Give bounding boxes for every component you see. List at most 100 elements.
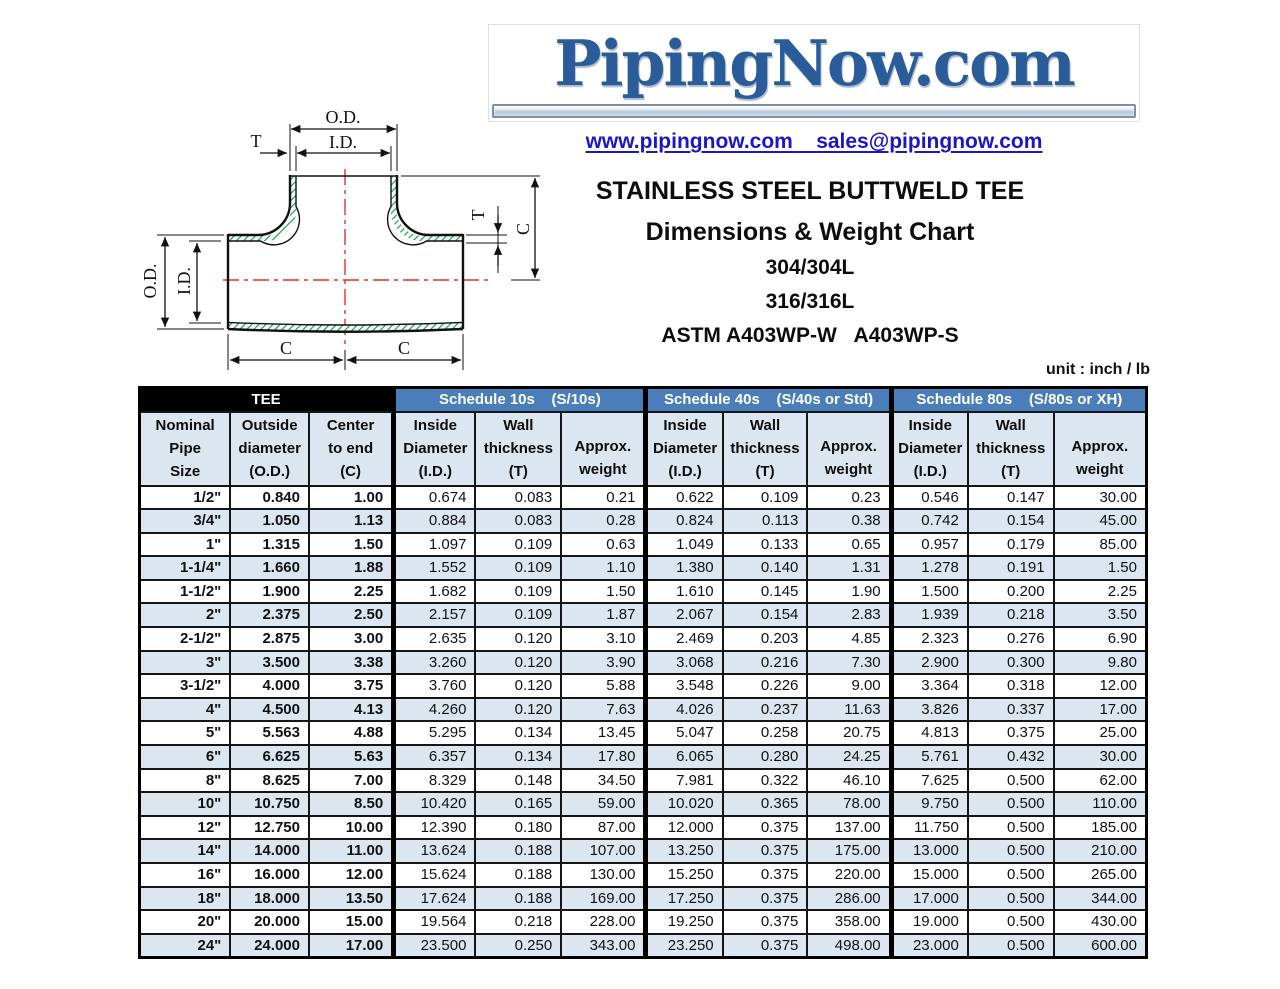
table-cell: 7.00 — [307, 767, 395, 794]
table-cell: 0.365 — [721, 791, 809, 817]
table-cell: 0.145 — [721, 578, 809, 605]
table-cell: 0.375 — [721, 838, 809, 864]
email-link[interactable]: sales@pipingnow.com — [816, 130, 1043, 153]
table-cell: 3/4" — [138, 508, 232, 534]
table-cell: 0.824 — [643, 508, 724, 534]
table-cell: 13.624 — [391, 838, 477, 864]
table-cell: 1.50 — [307, 531, 395, 558]
table-cell: 0.200 — [966, 578, 1055, 605]
table-cell: 4" — [138, 696, 232, 723]
table-cell: 8.329 — [391, 767, 477, 794]
table-row: 20" 20.000 15.00 19.564 0.218 228.00 19.250 0.3… — [138, 909, 1148, 935]
table-cell: 16.000 — [229, 862, 310, 888]
table-cell: 1.050 — [229, 508, 310, 534]
table-row: 18" 18.000 13.50 17.624 0.188 169.00 17.250 0.3… — [138, 885, 1148, 912]
table-cell: 0.322 — [721, 767, 809, 794]
table-cell: 3.364 — [888, 673, 969, 699]
tee-drawing-svg: O.D. I.D. T O.D. I.D. C T C C — [140, 107, 540, 370]
table-cell: 13.250 — [643, 838, 724, 864]
table-cell: 0.120 — [474, 673, 563, 699]
table-cell: 6.357 — [391, 744, 477, 770]
table-cell: 24.000 — [229, 932, 310, 959]
table-cell: 30.00 — [1052, 484, 1148, 511]
table-group-header-row: TEE Schedule 10s (S/10s) Schedule 40s (S… — [138, 386, 1148, 413]
table-cell: 85.00 — [1052, 531, 1148, 558]
table-cell: 110.00 — [1052, 791, 1148, 817]
table-cell: 0.109 — [474, 531, 563, 558]
table-cell: 17.624 — [391, 885, 477, 912]
table-cell: 0.148 — [474, 767, 563, 794]
table-cell: 3.38 — [307, 649, 395, 676]
od-label-top: O.D. — [326, 107, 361, 127]
table-cell: 1-1/4" — [138, 555, 232, 581]
table-cell: 5.047 — [643, 720, 724, 747]
table-cell: 2.323 — [888, 626, 969, 652]
col-header-weight-40s: Approx. weight — [806, 410, 893, 487]
table-cell: 3.260 — [391, 649, 477, 676]
table-cell: 2.469 — [643, 626, 724, 652]
table-cell: 30.00 — [1052, 744, 1148, 770]
table-cell: 1.13 — [307, 508, 395, 534]
table-cell: 0.500 — [966, 814, 1055, 841]
table-cell: 17.00 — [307, 932, 395, 959]
table-cell: 265.00 — [1052, 862, 1148, 888]
table-cell: 344.00 — [1052, 885, 1148, 912]
col-header-wall-10s: Wall thickness (T) — [474, 410, 563, 487]
table-cell: 24" — [138, 932, 232, 959]
table-cell: 0.154 — [721, 602, 809, 629]
title-block: STAINLESS STEEL BUTTWELD TEE Dimensions … — [490, 177, 1130, 348]
table-cell: 1.500 — [888, 578, 969, 605]
table-cell: 14.000 — [229, 838, 310, 864]
inner-wall-right — [386, 176, 463, 246]
table-column-header-row: Nominal Pipe Size Outside diameter (O.D.… — [138, 410, 1148, 487]
col-header-nominal-pipe-size: Nominal Pipe Size — [138, 410, 232, 487]
table-cell: 107.00 — [560, 838, 647, 864]
table-cell: 0.179 — [966, 531, 1055, 558]
table-cell: 16" — [138, 862, 232, 888]
table-cell: 1.552 — [391, 555, 477, 581]
table-cell: 2.50 — [307, 602, 395, 629]
table-cell: 13.000 — [888, 838, 969, 864]
table-cell: 1-1/2" — [138, 578, 232, 605]
table-cell: 2.157 — [391, 602, 477, 629]
table-cell: 0.500 — [966, 767, 1055, 794]
logo-block: PipingNow.com — [488, 24, 1140, 122]
contact-links: www.pipingnow.com sales@pipingnow.com — [488, 130, 1140, 154]
table-cell: 0.375 — [721, 932, 809, 959]
table-row: 3/4" 1.050 1.13 0.884 0.083 0.28 0.824 0.113 0.3… — [138, 508, 1148, 534]
table-cell: 13.50 — [307, 885, 395, 912]
table-cell: 0.109 — [474, 602, 563, 629]
table-cell: 1.00 — [307, 484, 395, 511]
table-cell: 1.049 — [643, 531, 724, 558]
table-cell: 8.50 — [307, 791, 395, 817]
table-cell: 0.218 — [474, 909, 563, 935]
table-cell: 10" — [138, 791, 232, 817]
table-cell: 0.109 — [721, 484, 809, 511]
table-cell: 1.380 — [643, 555, 724, 581]
table-row: 6" 6.625 5.63 6.357 0.134 17.80 6.065 0.280 24.2… — [138, 744, 1148, 770]
table-cell: 12.00 — [1052, 673, 1148, 699]
table-row: 1-1/2" 1.900 2.25 1.682 0.109 1.50 1.610 0.145 1… — [138, 578, 1148, 605]
table-cell: 210.00 — [1052, 838, 1148, 864]
table-cell: 358.00 — [806, 909, 893, 935]
table-cell: 23.250 — [643, 932, 724, 959]
table-cell: 1.10 — [560, 555, 647, 581]
table-cell: 0.884 — [391, 508, 477, 534]
table-cell: 0.113 — [721, 508, 809, 534]
col-header-id-40s: Inside Diameter (I.D.) — [643, 410, 724, 487]
table-cell: 3.10 — [560, 626, 647, 652]
table-cell: 0.21 — [560, 484, 647, 511]
table-cell: 3.90 — [560, 649, 647, 676]
table-row: 5" 5.563 4.88 5.295 0.134 13.45 5.047 0.258 20.7… — [138, 720, 1148, 747]
table-cell: 175.00 — [806, 838, 893, 864]
table-cell: 4.500 — [229, 696, 310, 723]
table-cell: 0.180 — [474, 814, 563, 841]
table-cell: 5" — [138, 720, 232, 747]
website-link[interactable]: www.pipingnow.com — [585, 130, 793, 153]
table-cell: 0.375 — [721, 909, 809, 935]
table-cell: 1/2" — [138, 484, 232, 511]
table-cell: 1.88 — [307, 555, 395, 581]
table-cell: 0.188 — [474, 862, 563, 888]
table-cell: 0.258 — [721, 720, 809, 747]
table-cell: 0.840 — [229, 484, 310, 511]
